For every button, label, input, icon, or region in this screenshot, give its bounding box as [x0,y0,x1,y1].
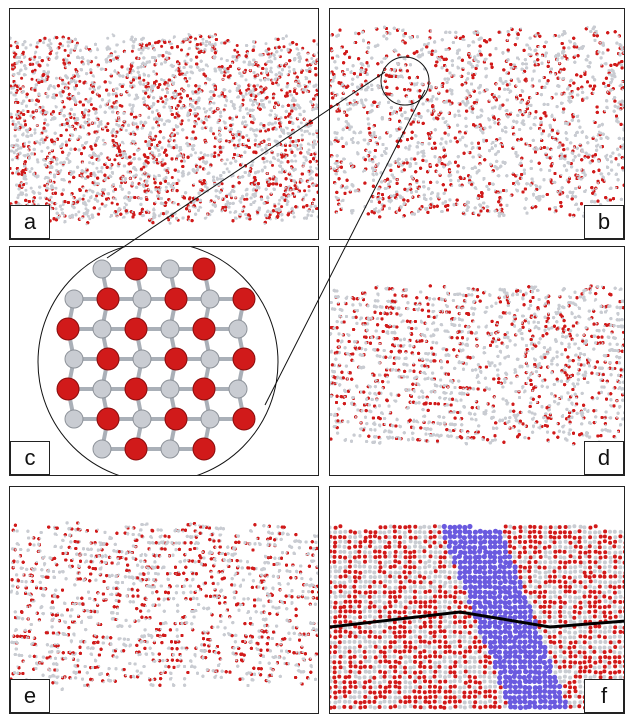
panel-d-label: d [584,441,624,475]
panel-c-cluster [37,247,279,475]
panel-e-label: e [10,679,50,713]
panel-c: c [9,246,319,476]
panel-f: f [329,486,625,714]
crystal-lattice [330,523,624,711]
molecule-slab [10,521,318,691]
panel-b-label: b [584,205,624,239]
panel-d: d [329,246,625,476]
panel-b: b [329,8,625,240]
panel-e: e [9,486,319,714]
panel-c-label: c [10,441,50,475]
panel-f-atoms [330,523,624,711]
panel-f-label: f [584,679,624,713]
ice-cluster [56,257,256,461]
molecule-slab [10,33,318,226]
grain-boundary-line [330,610,624,629]
molecule-slab [330,284,624,446]
panel-b-atoms [330,25,624,219]
panel-d-atoms [330,284,624,446]
panel-a-atoms [10,33,318,226]
molecule-slab [330,25,624,219]
panel-a: a [9,8,319,240]
panel-a-label: a [10,205,50,239]
panel-e-atoms [10,521,318,691]
